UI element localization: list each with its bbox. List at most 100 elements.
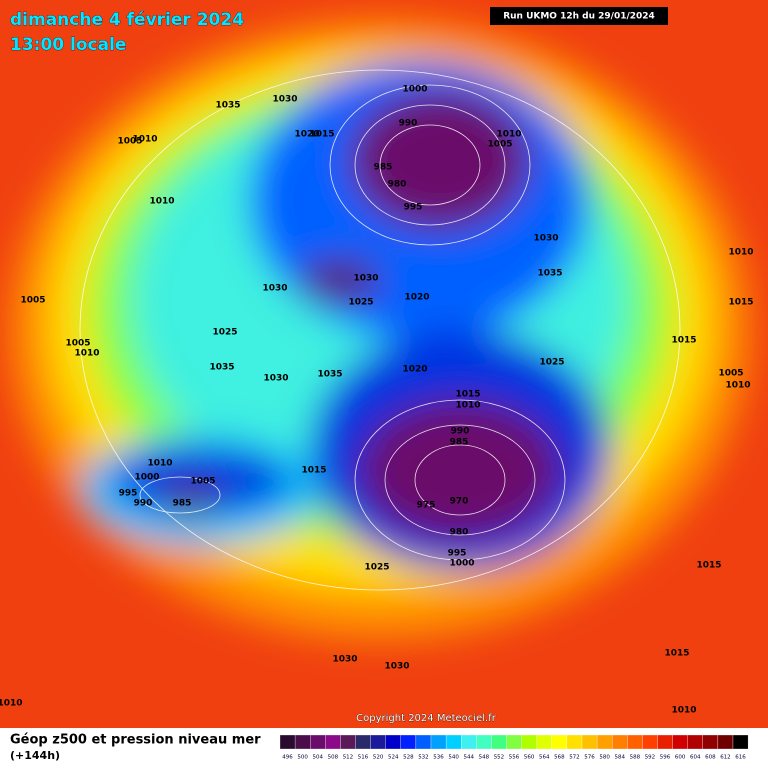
legend-swatch — [732, 734, 749, 750]
pressure-label: 1010 — [132, 135, 157, 145]
pressure-label: 1035 — [209, 363, 234, 373]
legend-swatch — [506, 734, 522, 750]
legend-swatch — [279, 734, 296, 750]
legend-swatch — [415, 734, 432, 750]
legend-swatch — [445, 734, 462, 750]
legend-swatch — [717, 734, 734, 750]
pressure-label: 1025 — [364, 563, 389, 573]
legend-swatch — [672, 734, 688, 750]
legend-label: 580 — [599, 755, 610, 761]
pressure-label: 970 — [450, 497, 469, 507]
pressure-label: 985 — [374, 163, 393, 173]
legend-label: 612 — [720, 755, 731, 761]
legend-swatch — [596, 734, 613, 750]
pressure-label: 985 — [173, 499, 192, 509]
legend-swatch — [430, 734, 447, 750]
pressure-label: 1010 — [496, 130, 521, 140]
pressure-label: 1025 — [539, 358, 564, 368]
pressure-label: 995 — [119, 489, 138, 499]
pressure-label: 1005 — [20, 296, 45, 306]
legend-label: 576 — [584, 755, 595, 761]
legend-label: 592 — [645, 755, 656, 761]
pressure-label: 1005 — [718, 369, 743, 379]
legend-label: 504 — [313, 755, 324, 761]
legend-label: 604 — [690, 755, 701, 761]
legend-swatch — [355, 734, 371, 750]
pressure-label: 1000 — [134, 473, 159, 483]
legend-swatch — [581, 734, 598, 750]
legend-label: 500 — [297, 755, 308, 761]
legend-label: 616 — [735, 755, 746, 761]
pressure-label: 1035 — [215, 101, 240, 111]
pressure-label: 1010 — [671, 706, 696, 716]
pressure-label: 1010 — [149, 197, 174, 207]
legend-label: 568 — [554, 755, 565, 761]
legend-label: 560 — [524, 755, 535, 761]
pressure-label: 1015 — [664, 649, 689, 659]
legend-swatch — [385, 734, 401, 750]
legend-swatch — [491, 734, 507, 750]
geopotential-field — [10, 20, 750, 640]
legend-swatch — [642, 734, 658, 750]
pressure-label: 1000 — [402, 85, 427, 95]
pressure-label: 1030 — [272, 95, 297, 105]
pressure-label: 990 — [451, 427, 470, 437]
pressure-label: 980 — [450, 528, 469, 538]
legend-label: 536 — [433, 755, 444, 761]
pressure-label: 1015 — [728, 298, 753, 308]
pressure-label: 1005 — [117, 137, 142, 147]
pressure-label: 1015 — [301, 466, 326, 476]
legend-swatch — [612, 734, 628, 750]
pressure-label: 1035 — [317, 370, 342, 380]
pressure-label: 1030 — [332, 655, 357, 665]
footer-title: Géop z500 et pression niveau mer — [10, 733, 261, 748]
pressure-label: 1005 — [487, 140, 512, 150]
legend-label: 508 — [328, 755, 339, 761]
pressure-label: 1030 — [533, 234, 558, 244]
pressure-label: 1020 — [294, 130, 319, 140]
pressure-label: 1015 — [455, 390, 480, 400]
legend-swatch — [476, 734, 492, 750]
pressure-label: 1010 — [147, 459, 172, 469]
legend-label: 524 — [388, 755, 399, 761]
pressure-label: 1035 — [537, 269, 562, 279]
legend-swatch — [536, 734, 552, 750]
legend-label: 516 — [358, 755, 369, 761]
run-label: Run UKMO 12h du 29/01/2024 — [503, 12, 655, 22]
pressure-label: 1010 — [455, 401, 480, 411]
legend-label: 572 — [569, 755, 580, 761]
pressure-label: 1010 — [74, 349, 99, 359]
legend-label: 608 — [705, 755, 716, 761]
legend-swatch — [627, 734, 643, 750]
legend-label: 596 — [660, 755, 671, 761]
legend-label: 548 — [479, 755, 490, 761]
pressure-label: 1010 — [0, 699, 23, 709]
legend-swatch — [310, 734, 326, 750]
legend-label: 532 — [418, 755, 429, 761]
pressure-label: 1020 — [404, 293, 429, 303]
run-box — [490, 7, 668, 25]
pressure-label: 1015 — [671, 336, 696, 346]
pressure-label: 990 — [134, 499, 153, 509]
pressure-label: 1015 — [309, 130, 334, 140]
legend-swatch — [325, 734, 341, 750]
legend-label: 600 — [675, 755, 686, 761]
legend-swatch — [294, 734, 311, 750]
legend-label: 544 — [464, 755, 475, 761]
pressure-label: 1030 — [262, 284, 287, 294]
pressure-label: 1030 — [353, 274, 378, 284]
legend-label: 528 — [403, 755, 414, 761]
legend-swatch — [702, 734, 719, 750]
pressure-label: 1015 — [696, 561, 721, 571]
pressure-label: 1025 — [212, 328, 237, 338]
isobars — [79, 69, 681, 591]
pressure-label: 975 — [417, 501, 436, 511]
pressure-label: 990 — [399, 119, 418, 129]
legend-swatch — [521, 734, 537, 750]
pressure-label: 1010 — [725, 381, 750, 391]
legend-label: 540 — [448, 755, 459, 761]
pressure-label: 985 — [450, 438, 469, 448]
legend-label: 520 — [373, 755, 384, 761]
time-title: 13:00 locale — [10, 35, 126, 55]
